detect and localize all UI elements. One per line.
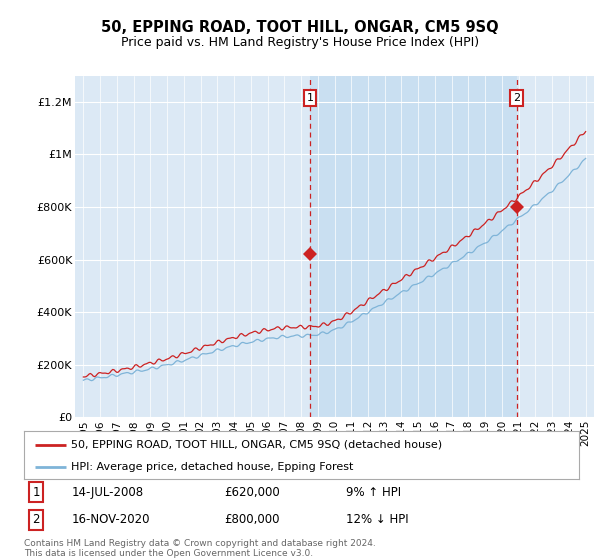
Text: 50, EPPING ROAD, TOOT HILL, ONGAR, CM5 9SQ (detached house): 50, EPPING ROAD, TOOT HILL, ONGAR, CM5 9… <box>71 440 442 450</box>
Text: 16-NOV-2020: 16-NOV-2020 <box>71 514 149 526</box>
Text: 2: 2 <box>513 93 520 103</box>
Text: 50, EPPING ROAD, TOOT HILL, ONGAR, CM5 9SQ: 50, EPPING ROAD, TOOT HILL, ONGAR, CM5 9… <box>101 20 499 35</box>
Text: HPI: Average price, detached house, Epping Forest: HPI: Average price, detached house, Eppi… <box>71 462 353 472</box>
Text: 14-JUL-2008: 14-JUL-2008 <box>71 486 143 499</box>
Text: Contains HM Land Registry data © Crown copyright and database right 2024.
This d: Contains HM Land Registry data © Crown c… <box>24 539 376 558</box>
Text: 12% ↓ HPI: 12% ↓ HPI <box>346 514 409 526</box>
Text: Price paid vs. HM Land Registry's House Price Index (HPI): Price paid vs. HM Land Registry's House … <box>121 36 479 49</box>
Text: 9% ↑ HPI: 9% ↑ HPI <box>346 486 401 499</box>
Text: £620,000: £620,000 <box>224 486 280 499</box>
Text: 1: 1 <box>32 486 40 499</box>
Bar <box>310 76 517 417</box>
Text: £800,000: £800,000 <box>224 514 279 526</box>
Text: 2: 2 <box>32 514 40 526</box>
Text: 1: 1 <box>307 93 314 103</box>
